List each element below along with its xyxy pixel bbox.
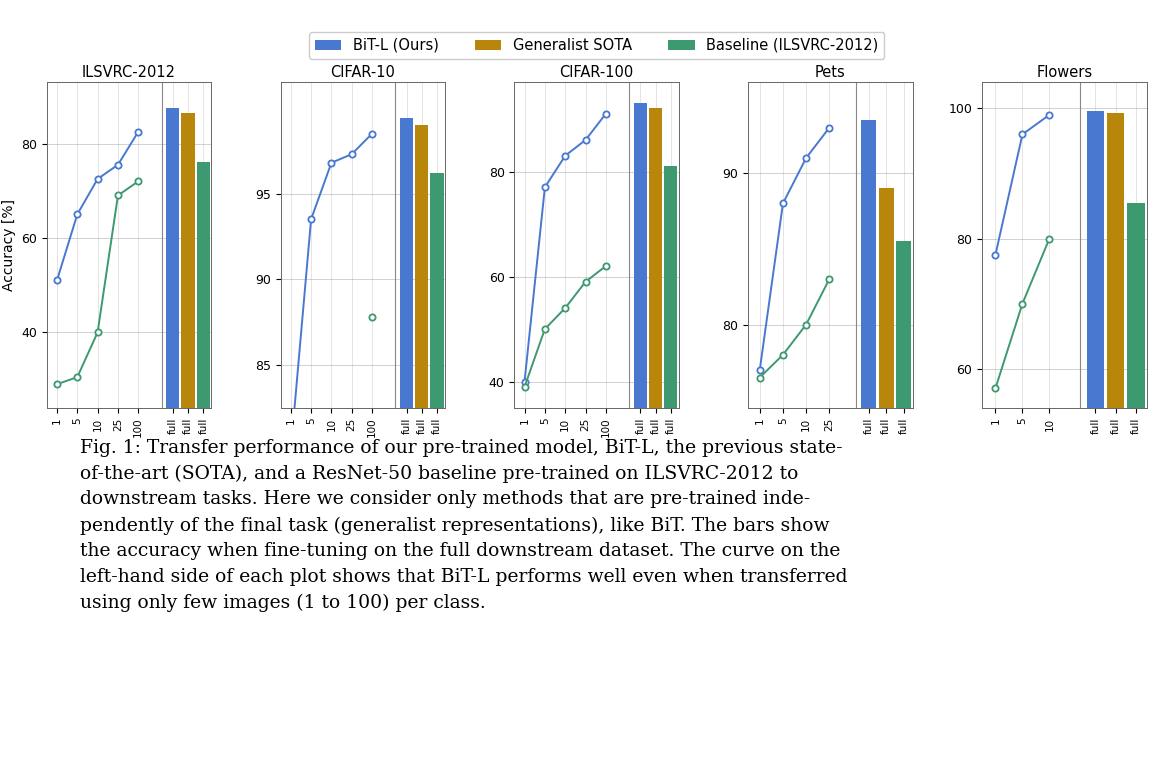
Bar — [181, 113, 194, 408]
Title: Pets: Pets — [815, 65, 846, 80]
Title: ILSVRC-2012: ILSVRC-2012 — [82, 65, 177, 80]
Bar — [861, 120, 876, 408]
Bar — [166, 108, 179, 408]
Bar — [665, 166, 677, 408]
Bar — [1087, 111, 1104, 408]
Legend: BiT-L (Ours), Generalist SOTA, Baseline (ILSVRC-2012): BiT-L (Ours), Generalist SOTA, Baseline … — [309, 32, 885, 58]
Title: CIFAR-100: CIFAR-100 — [559, 65, 634, 80]
Bar — [415, 125, 428, 408]
Bar — [197, 163, 209, 408]
Bar — [400, 118, 413, 408]
Title: Flowers: Flowers — [1037, 65, 1093, 80]
Text: Fig. 1: Transfer performance of our pre-trained model, BiT-L, the previous state: Fig. 1: Transfer performance of our pre-… — [80, 439, 847, 612]
Bar — [879, 188, 894, 408]
Title: CIFAR-10: CIFAR-10 — [330, 65, 395, 80]
Bar — [1127, 203, 1144, 408]
Bar — [431, 173, 443, 408]
Y-axis label: Accuracy [%]: Accuracy [%] — [1, 199, 15, 291]
Bar — [1107, 114, 1124, 408]
Bar — [649, 108, 662, 408]
Bar — [896, 241, 911, 408]
Bar — [634, 103, 647, 408]
